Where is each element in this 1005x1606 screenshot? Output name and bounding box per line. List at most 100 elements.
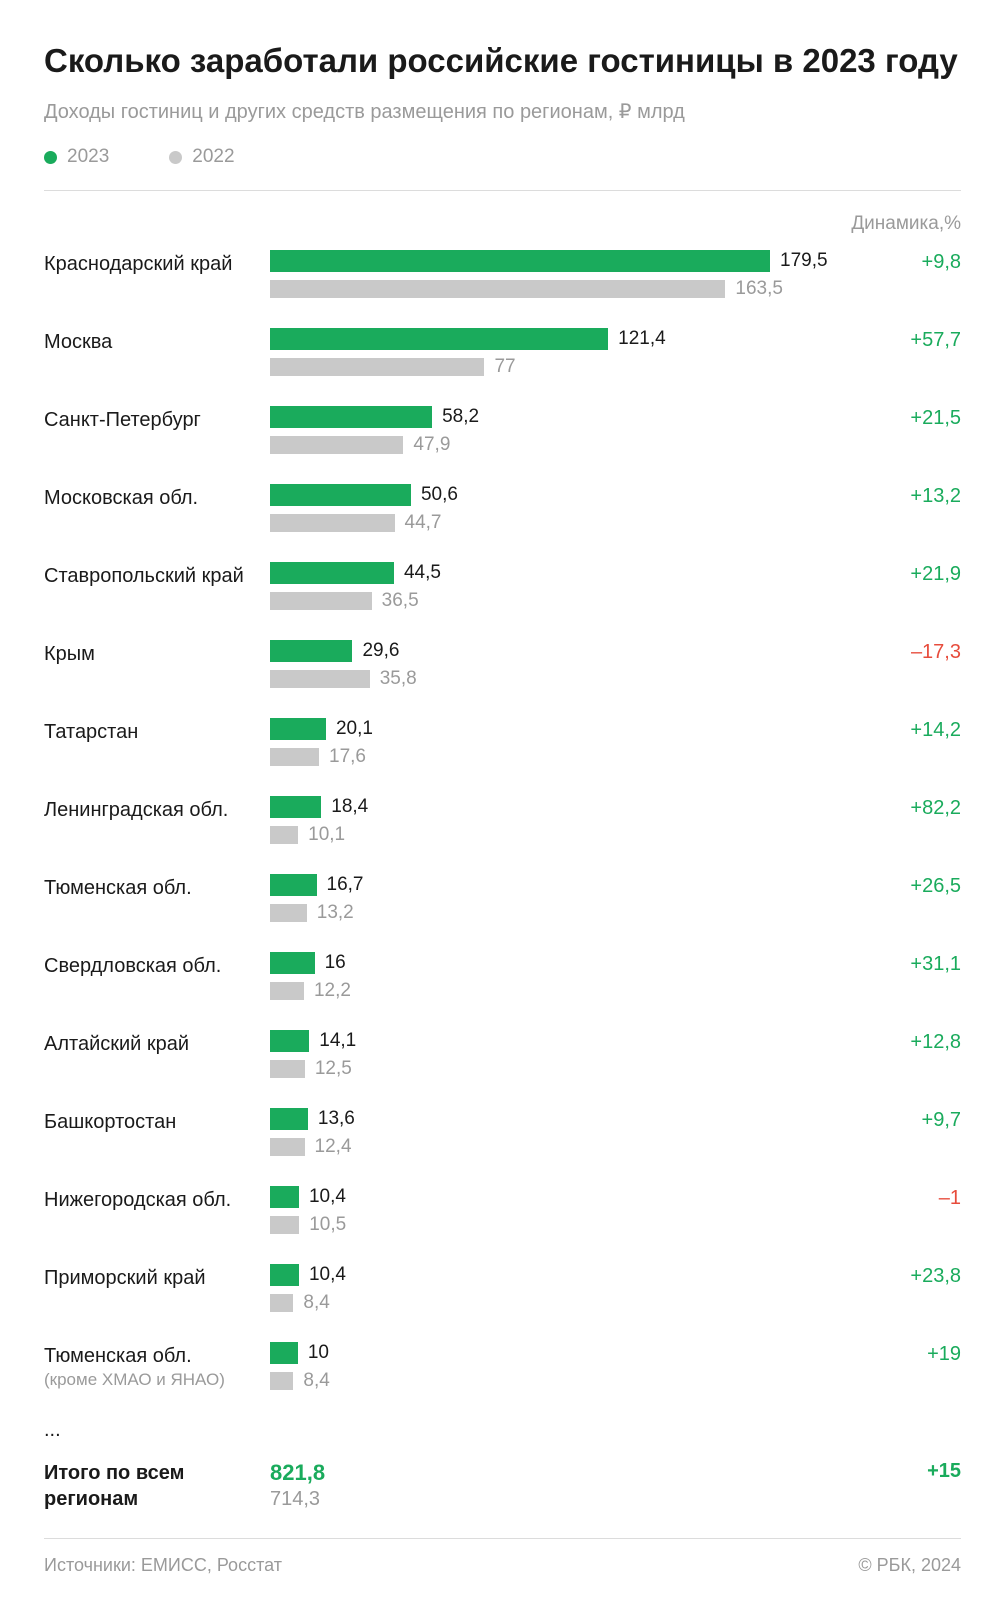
bar-value-2023: 18,4 [331,796,368,818]
total-label: Итого по всем регионам [44,1460,270,1512]
bar-value-2022: 35,8 [380,668,417,690]
chart-row: Приморский край10,48,4+23,8 [44,1263,961,1319]
dynamics-value: +12,8 [831,1029,961,1054]
region-label: Москва [44,327,270,355]
bar-pair: 16,713,2 [270,873,831,929]
region-label: Ленинградская обл. [44,795,270,823]
bar-pair: 20,1 17,6 [270,717,831,773]
bar-2022 [270,826,298,844]
region-label: Крым [44,639,270,667]
chart-subtitle: Доходы гостиниц и других средств размеще… [44,99,961,124]
total-value-2023: 821,8 [270,1460,831,1486]
bar-2023 [270,484,411,506]
bar-2023 [270,1030,309,1052]
bar-2023 [270,562,394,584]
bar-pair: 1612,2 [270,951,831,1007]
chart-row: Москва121,477+57,7 [44,327,961,383]
dynamics-value: +9,8 [831,249,961,274]
legend-item-2023: 2023 [44,146,109,168]
chart-row: Башкортостан13,612,4+9,7 [44,1107,961,1163]
bar-value-2023: 10 [308,1342,329,1364]
bar-pair: 29,6 35,8 [270,639,831,695]
region-label: Тюменская обл. [44,873,270,901]
dynamics-value: +23,8 [831,1263,961,1288]
bar-value-2022: 163,5 [735,278,783,300]
bar-value-2023: 13,6 [318,1108,355,1130]
bar-value-2023: 44,5 [404,562,441,584]
copyright-text: © РБК, 2024 [858,1555,961,1576]
region-name: Нижегородская обл. [44,1187,270,1213]
region-name: Татарстан [44,719,270,745]
dynamics-value: +31,1 [831,951,961,976]
bar-pair: 121,477 [270,327,831,383]
bar-pair: 18,410,1 [270,795,831,851]
dynamics-value: –1 [831,1185,961,1210]
chart-row: Свердловская обл.1612,2+31,1 [44,951,961,1007]
bar-2023 [270,406,432,428]
region-label: Московская обл. [44,483,270,511]
chart-row: Ставропольский край 44,5 36,5 +21,9 [44,561,961,617]
region-label: Нижегородская обл. [44,1185,270,1213]
chart-row: Санкт-Петербург58,247,9+21,5 [44,405,961,461]
bar-value-2023: 58,2 [442,406,479,428]
bar-pair: 10,410,5 [270,1185,831,1241]
region-name: Ставропольский край [44,563,270,589]
region-name: Свердловская обл. [44,953,270,979]
ellipsis: ... [44,1419,961,1442]
region-label: Ставропольский край [44,561,270,589]
bar-2023 [270,1342,298,1364]
bar-value-2023: 10,4 [309,1264,346,1286]
bar-2023 [270,796,321,818]
bar-value-2022: 8,4 [303,1370,329,1392]
bar-pair: 13,6 12,4 [270,1107,831,1163]
chart-row: Тюменская обл.16,713,2+26,5 [44,873,961,929]
region-label: Алтайский край [44,1029,270,1057]
bar-2023 [270,640,352,662]
region-label: Татарстан [44,717,270,745]
chart-legend: 2023 2022 [44,146,961,191]
legend-dot-2022 [169,151,182,164]
bar-2022 [270,1060,305,1078]
legend-item-2022: 2022 [169,146,234,168]
bar-value-2023: 29,6 [362,640,399,662]
chart-row: Краснодарский край179,5163,5+9,8 [44,249,961,305]
bar-pair: 58,247,9 [270,405,831,461]
dynamics-value: +21,5 [831,405,961,430]
region-name: Башкортостан [44,1109,270,1135]
bar-2022 [270,670,370,688]
bar-value-2022: 77 [494,356,515,378]
region-label: Башкортостан [44,1107,270,1135]
region-name: Краснодарский край [44,251,270,277]
dynamics-value: +57,7 [831,327,961,352]
bar-2023 [270,328,608,350]
bar-pair: 50,644,7 [270,483,831,539]
region-label: Санкт-Петербург [44,405,270,433]
bar-value-2023: 16,7 [327,874,364,896]
bar-2022 [270,748,319,766]
sources-text: Источники: ЕМИСС, Росстат [44,1555,282,1576]
legend-label-2023: 2023 [67,146,109,168]
chart-title: Сколько заработали российские гостиницы … [44,40,961,81]
bar-value-2023: 20,1 [336,718,373,740]
chart-footer: Источники: ЕМИСС, Росстат © РБК, 2024 [44,1555,961,1576]
chart-row: Татарстан20,117,6+14,2 [44,717,961,773]
bar-value-2022: 36,5 [382,590,419,612]
region-name: Алтайский край [44,1031,270,1057]
total-values: 821,8 714,3 [270,1460,831,1511]
bar-value-2023: 16 [325,952,346,974]
bar-value-2023: 14,1 [319,1030,356,1052]
bar-2022 [270,592,372,610]
region-name: Москва [44,329,270,355]
bar-pair: 14,112,5 [270,1029,831,1085]
dynamics-value: +21,9 [831,561,961,586]
bar-value-2022: 17,6 [329,746,366,768]
bar-value-2022: 10,5 [309,1214,346,1236]
chart-row: Алтайский край14,112,5+12,8 [44,1029,961,1085]
region-name: Ленинградская обл. [44,797,270,823]
bar-2022 [270,514,395,532]
region-label: Краснодарский край [44,249,270,277]
bar-2022 [270,982,304,1000]
bar-pair: 44,5 36,5 [270,561,831,617]
bar-value-2022: 12,4 [315,1136,352,1158]
dynamics-value: +26,5 [831,873,961,898]
